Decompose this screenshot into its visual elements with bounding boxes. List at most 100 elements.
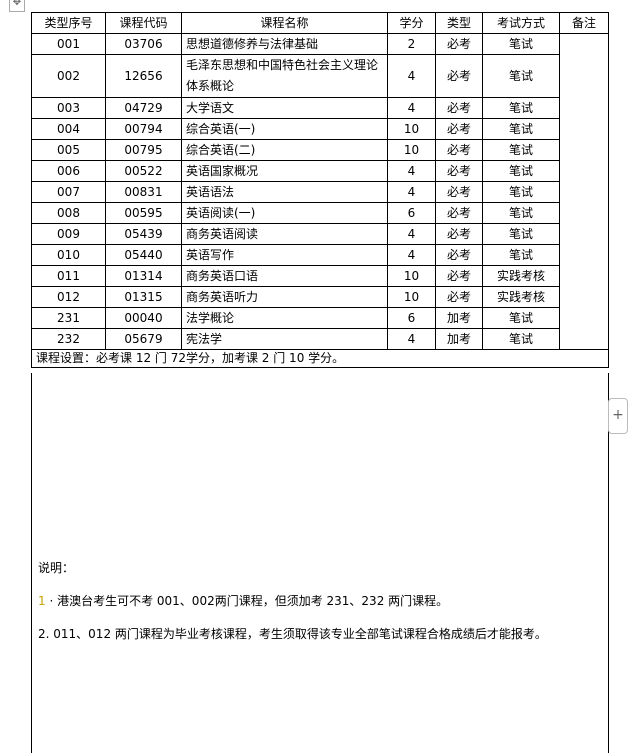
table-cell: 英语写作 [181, 244, 388, 266]
table-cell: 4 [387, 328, 436, 350]
table-cell: 05439 [105, 223, 182, 245]
header-cell: 考试方式 [482, 12, 560, 34]
table-cell: 笔试 [482, 33, 560, 55]
table-row: 011 01314 商务英语口语 10 必考 实践考核 [31, 265, 609, 287]
table-cell: 6 [387, 307, 436, 329]
table-row: 003 04729 大学语文 4 必考 笔试 [31, 97, 609, 119]
table-move-handle-icon[interactable]: ✥ [9, 0, 25, 12]
table-cell: 笔试 [482, 181, 560, 203]
table-cell: 01314 [105, 265, 182, 287]
table-cell: 必考 [435, 33, 483, 55]
table-cell: 商务英语口语 [181, 265, 388, 287]
table-row: 007 00831 英语语法 4 必考 笔试 [31, 181, 609, 203]
table-cell: 笔试 [482, 139, 560, 161]
table-cell: 4 [387, 160, 436, 182]
table-cell: 笔试 [482, 97, 560, 119]
table-cell: 商务英语听力 [181, 286, 388, 308]
table-row: 006 00522 英语国家概况 4 必考 笔试 [31, 160, 609, 182]
table-cell: 笔试 [482, 160, 560, 182]
table-cell: 必考 [435, 97, 483, 119]
header-cell: 课程代码 [105, 12, 182, 34]
table-row: 002 12656 毛泽东思想和中国特色社会主义理论体系概论 4 必考 笔试 [31, 54, 609, 98]
header-cell: 课程名称 [181, 12, 388, 34]
table-cell: 00040 [105, 307, 182, 329]
table-cell: 005 [31, 139, 106, 161]
table-cell: 英语阅读(一) [181, 202, 388, 224]
table-cell: 综合英语(一) [181, 118, 388, 140]
table-cell: 思想道德修养与法律基础 [181, 33, 388, 55]
table-row: 009 05439 商务英语阅读 4 必考 笔试 [31, 223, 609, 245]
table-cell: 00795 [105, 139, 182, 161]
table-cell: 必考 [435, 265, 483, 287]
table-cell: 必考 [435, 181, 483, 203]
table-cell: 必考 [435, 223, 483, 245]
table-cell: 加考 [435, 328, 483, 350]
table-cell: 00595 [105, 202, 182, 224]
table-cell: 必考 [435, 160, 483, 182]
table-cell: 008 [31, 202, 106, 224]
table-cell: 笔试 [482, 202, 560, 224]
header-cell: 学分 [387, 12, 436, 34]
table-cell: 综合英语(二) [181, 139, 388, 161]
note-item-1: 1 · 港澳台考生可不考 001、002两门课程，但须加考 231、232 两门… [38, 593, 547, 626]
header-cell: 类型序号 [31, 12, 106, 34]
table-cell: 10 [387, 286, 436, 308]
table-cell: 必考 [435, 244, 483, 266]
table-cell: 必考 [435, 202, 483, 224]
table-cell: 10 [387, 139, 436, 161]
table-cell: 003 [31, 97, 106, 119]
table-cell: 笔试 [482, 307, 560, 329]
table-row: 004 00794 综合英语(一) 10 必考 笔试 [31, 118, 609, 140]
table-cell: 01315 [105, 286, 182, 308]
table-cell: 012 [31, 286, 106, 308]
table-row: 001 03706 思想道德修养与法律基础 2 必考 笔试 [31, 33, 609, 350]
table-cell: 4 [387, 181, 436, 203]
table-cell: 002 [31, 54, 106, 98]
table-cell: 笔试 [482, 223, 560, 245]
table-cell: 231 [31, 307, 106, 329]
note-number: 1 [38, 594, 46, 608]
remarks-cell [559, 33, 609, 350]
table-cell: 实践考核 [482, 286, 560, 308]
table-header-row: 类型序号 课程代码 课程名称 学分 类型 考试方式 备注 [31, 12, 609, 34]
table-cell: 10 [387, 118, 436, 140]
table-cell: 004 [31, 118, 106, 140]
table-cell: 00831 [105, 181, 182, 203]
table-cell: 4 [387, 244, 436, 266]
table-cell: 03706 [105, 33, 182, 55]
course-table: 类型序号 课程代码 课程名称 学分 类型 考试方式 备注 001 03706 思想道… [31, 12, 609, 368]
table-cell: 04729 [105, 97, 182, 119]
table-cell: 4 [387, 223, 436, 245]
header-cell: 备注 [559, 12, 609, 34]
summary-row: 课程设置：必考课 12 门 72学分，加考课 2 门 10 学分。 [31, 349, 609, 368]
header-cell: 类型 [435, 12, 483, 34]
note-text: · 港澳台考生可不考 001、002两门课程，但须加考 231、232 两门课程… [45, 594, 449, 608]
table-cell: 2 [387, 33, 436, 55]
table-cell: 宪法学 [181, 328, 388, 350]
table-cell: 必考 [435, 54, 483, 98]
table-cell: 05679 [105, 328, 182, 350]
table-cell: 加考 [435, 307, 483, 329]
note-item-2: 2. 011、012 两门课程为毕业考核课程，考生须取得该专业全部笔试课程合格成… [38, 627, 547, 641]
table-cell: 必考 [435, 118, 483, 140]
table-cell: 00794 [105, 118, 182, 140]
table-cell: 法学概论 [181, 307, 388, 329]
add-row-plus-icon[interactable]: + [608, 398, 628, 434]
table-cell: 实践考核 [482, 265, 560, 287]
table-cell: 商务英语阅读 [181, 223, 388, 245]
table-cell: 大学语文 [181, 97, 388, 119]
table-cell: 必考 [435, 286, 483, 308]
table-cell: 007 [31, 181, 106, 203]
table-cell: 10 [387, 265, 436, 287]
table-cell: 必考 [435, 139, 483, 161]
table-row: 012 01315 商务英语听力 10 必考 实践考核 [31, 286, 609, 308]
course-summary: 课程设置：必考课 12 门 72学分，加考课 2 门 10 学分。 [31, 349, 609, 368]
table-cell: 笔试 [482, 54, 560, 98]
table-cell: 010 [31, 244, 106, 266]
table-row: 008 00595 英语阅读(一) 6 必考 笔试 [31, 202, 609, 224]
table-cell: 4 [387, 97, 436, 119]
table-row: 231 00040 法学概论 6 加考 笔试 [31, 307, 609, 329]
table-row: 232 05679 宪法学 4 加考 笔试 [31, 328, 609, 350]
table-row: 005 00795 综合英语(二) 10 必考 笔试 [31, 139, 609, 161]
notes-box [31, 373, 609, 753]
